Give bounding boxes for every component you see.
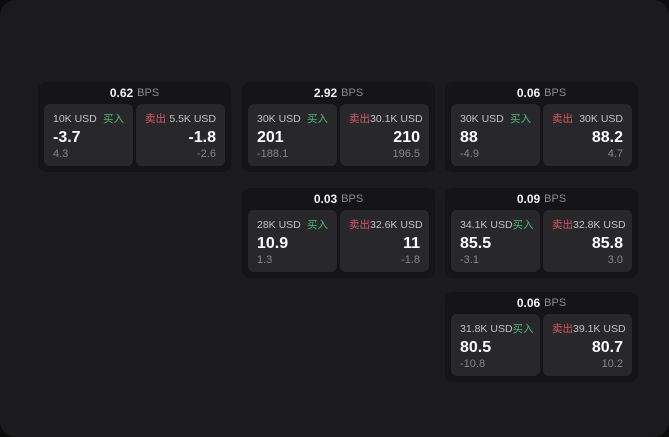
bps-header: 0.62 BPS (44, 82, 225, 104)
sell-price: 210 (393, 128, 420, 146)
bps-header: 0.09 BPS (451, 188, 632, 210)
quote-card: 0.06 BPS 30K USD 买入 88 -4.9 卖出 30K USD 8… (445, 82, 638, 172)
buy-tag: 买入 (510, 113, 531, 125)
buy-price: 80.5 (460, 338, 492, 356)
buy-tile[interactable]: 31.8K USD 买入 80.5 -10.8 (451, 314, 540, 376)
buy-tag: 买入 (307, 219, 328, 231)
sell-tag: 卖出 (349, 219, 370, 231)
bps-header: 0.06 BPS (451, 292, 632, 314)
buy-tag: 买入 (512, 219, 534, 231)
buy-sub-value: 4.3 (53, 148, 69, 160)
sell-sub-value: -2.6 (197, 148, 216, 160)
buy-tag: 买入 (512, 323, 534, 335)
sell-tile[interactable]: 卖出 39.1K USD 80.7 10.2 (543, 314, 632, 376)
quote-card: 0.03 BPS 28K USD 买入 10.9 1.3 卖出 32.6K US… (242, 188, 435, 278)
bps-label: BPS (137, 87, 160, 99)
sell-tile[interactable]: 卖出 5.5K USD -1.8 -2.6 (136, 104, 225, 166)
sell-price: 11 (403, 234, 420, 252)
buy-price: 201 (257, 128, 284, 146)
sell-tag: 卖出 (145, 113, 166, 125)
bps-label: BPS (544, 297, 567, 309)
bps-value: 0.06 (516, 296, 541, 310)
buy-amount: 30K USD (257, 112, 301, 125)
buy-sub-value: -188.1 (257, 148, 289, 160)
buy-tile[interactable]: 34.1K USD 买入 85.5 -3.1 (451, 210, 540, 272)
quote-card: 2.92 BPS 30K USD 买入 201 -188.1 卖出 30.1K … (242, 82, 435, 172)
sell-sub-value: 3.0 (607, 254, 623, 266)
buy-tag: 买入 (103, 113, 124, 125)
sell-tile[interactable]: 卖出 32.8K USD 85.8 3.0 (543, 210, 632, 272)
buy-sub-value: -10.8 (460, 358, 486, 370)
sell-sub-value: -1.8 (401, 254, 420, 266)
buy-amount: 10K USD (53, 112, 97, 125)
sell-amount: 39.1K USD (573, 322, 626, 335)
sell-tile[interactable]: 卖出 32.6K USD 11 -1.8 (340, 210, 429, 272)
sell-amount: 32.8K USD (573, 218, 626, 231)
buy-tag: 买入 (307, 113, 328, 125)
bps-value: 0.03 (313, 192, 338, 206)
buy-amount: 31.8K USD (460, 322, 513, 335)
buy-price: -3.7 (53, 128, 81, 146)
sell-price: 88.2 (591, 128, 623, 146)
sell-price: 80.7 (591, 338, 623, 356)
buy-price: 10.9 (257, 234, 289, 252)
sell-price: 85.8 (591, 234, 623, 252)
sell-price: -1.8 (188, 128, 216, 146)
buy-sub-value: -4.9 (460, 148, 479, 160)
bps-value: 0.09 (516, 192, 541, 206)
bps-header: 2.92 BPS (248, 82, 429, 104)
bps-label: BPS (544, 87, 567, 99)
sell-tag: 卖出 (349, 113, 370, 125)
bps-label: BPS (544, 193, 567, 205)
buy-price: 85.5 (460, 234, 492, 252)
sell-amount: 5.5K USD (169, 112, 216, 125)
bps-header: 0.03 BPS (248, 188, 429, 210)
quote-card: 0.09 BPS 34.1K USD 买入 85.5 -3.1 卖出 32.8K… (445, 188, 638, 278)
buy-price: 88 (460, 128, 478, 146)
sell-tag: 卖出 (552, 219, 573, 231)
sell-tag: 卖出 (552, 323, 573, 335)
bps-value: 2.92 (313, 86, 338, 100)
buy-sub-value: 1.3 (257, 254, 273, 266)
bps-value: 0.06 (516, 86, 541, 100)
buy-amount: 34.1K USD (460, 218, 513, 231)
sell-sub-value: 10.2 (601, 358, 623, 370)
quote-card: 0.06 BPS 31.8K USD 买入 80.5 -10.8 卖出 39.1… (445, 292, 638, 382)
buy-tile[interactable]: 28K USD 买入 10.9 1.3 (248, 210, 337, 272)
sell-tag: 卖出 (552, 113, 573, 125)
buy-sub-value: -3.1 (460, 254, 479, 266)
buy-tile[interactable]: 10K USD 买入 -3.7 4.3 (44, 104, 133, 166)
buy-tile[interactable]: 30K USD 买入 201 -188.1 (248, 104, 337, 166)
quote-card: 0.62 BPS 10K USD 买入 -3.7 4.3 卖出 5.5K USD… (38, 82, 231, 172)
buy-amount: 30K USD (460, 112, 504, 125)
bps-value: 0.62 (109, 86, 134, 100)
bps-label: BPS (341, 87, 364, 99)
buy-tile[interactable]: 30K USD 买入 88 -4.9 (451, 104, 540, 166)
sell-sub-value: 196.5 (392, 148, 420, 160)
sell-amount: 30K USD (579, 112, 623, 125)
buy-amount: 28K USD (257, 218, 301, 231)
sell-amount: 30.1K USD (370, 112, 423, 125)
bps-label: BPS (341, 193, 364, 205)
sell-tile[interactable]: 卖出 30.1K USD 210 196.5 (340, 104, 429, 166)
sell-sub-value: 4.7 (607, 148, 623, 160)
bps-header: 0.06 BPS (451, 82, 632, 104)
sell-amount: 32.6K USD (370, 218, 423, 231)
sell-tile[interactable]: 卖出 30K USD 88.2 4.7 (543, 104, 632, 166)
